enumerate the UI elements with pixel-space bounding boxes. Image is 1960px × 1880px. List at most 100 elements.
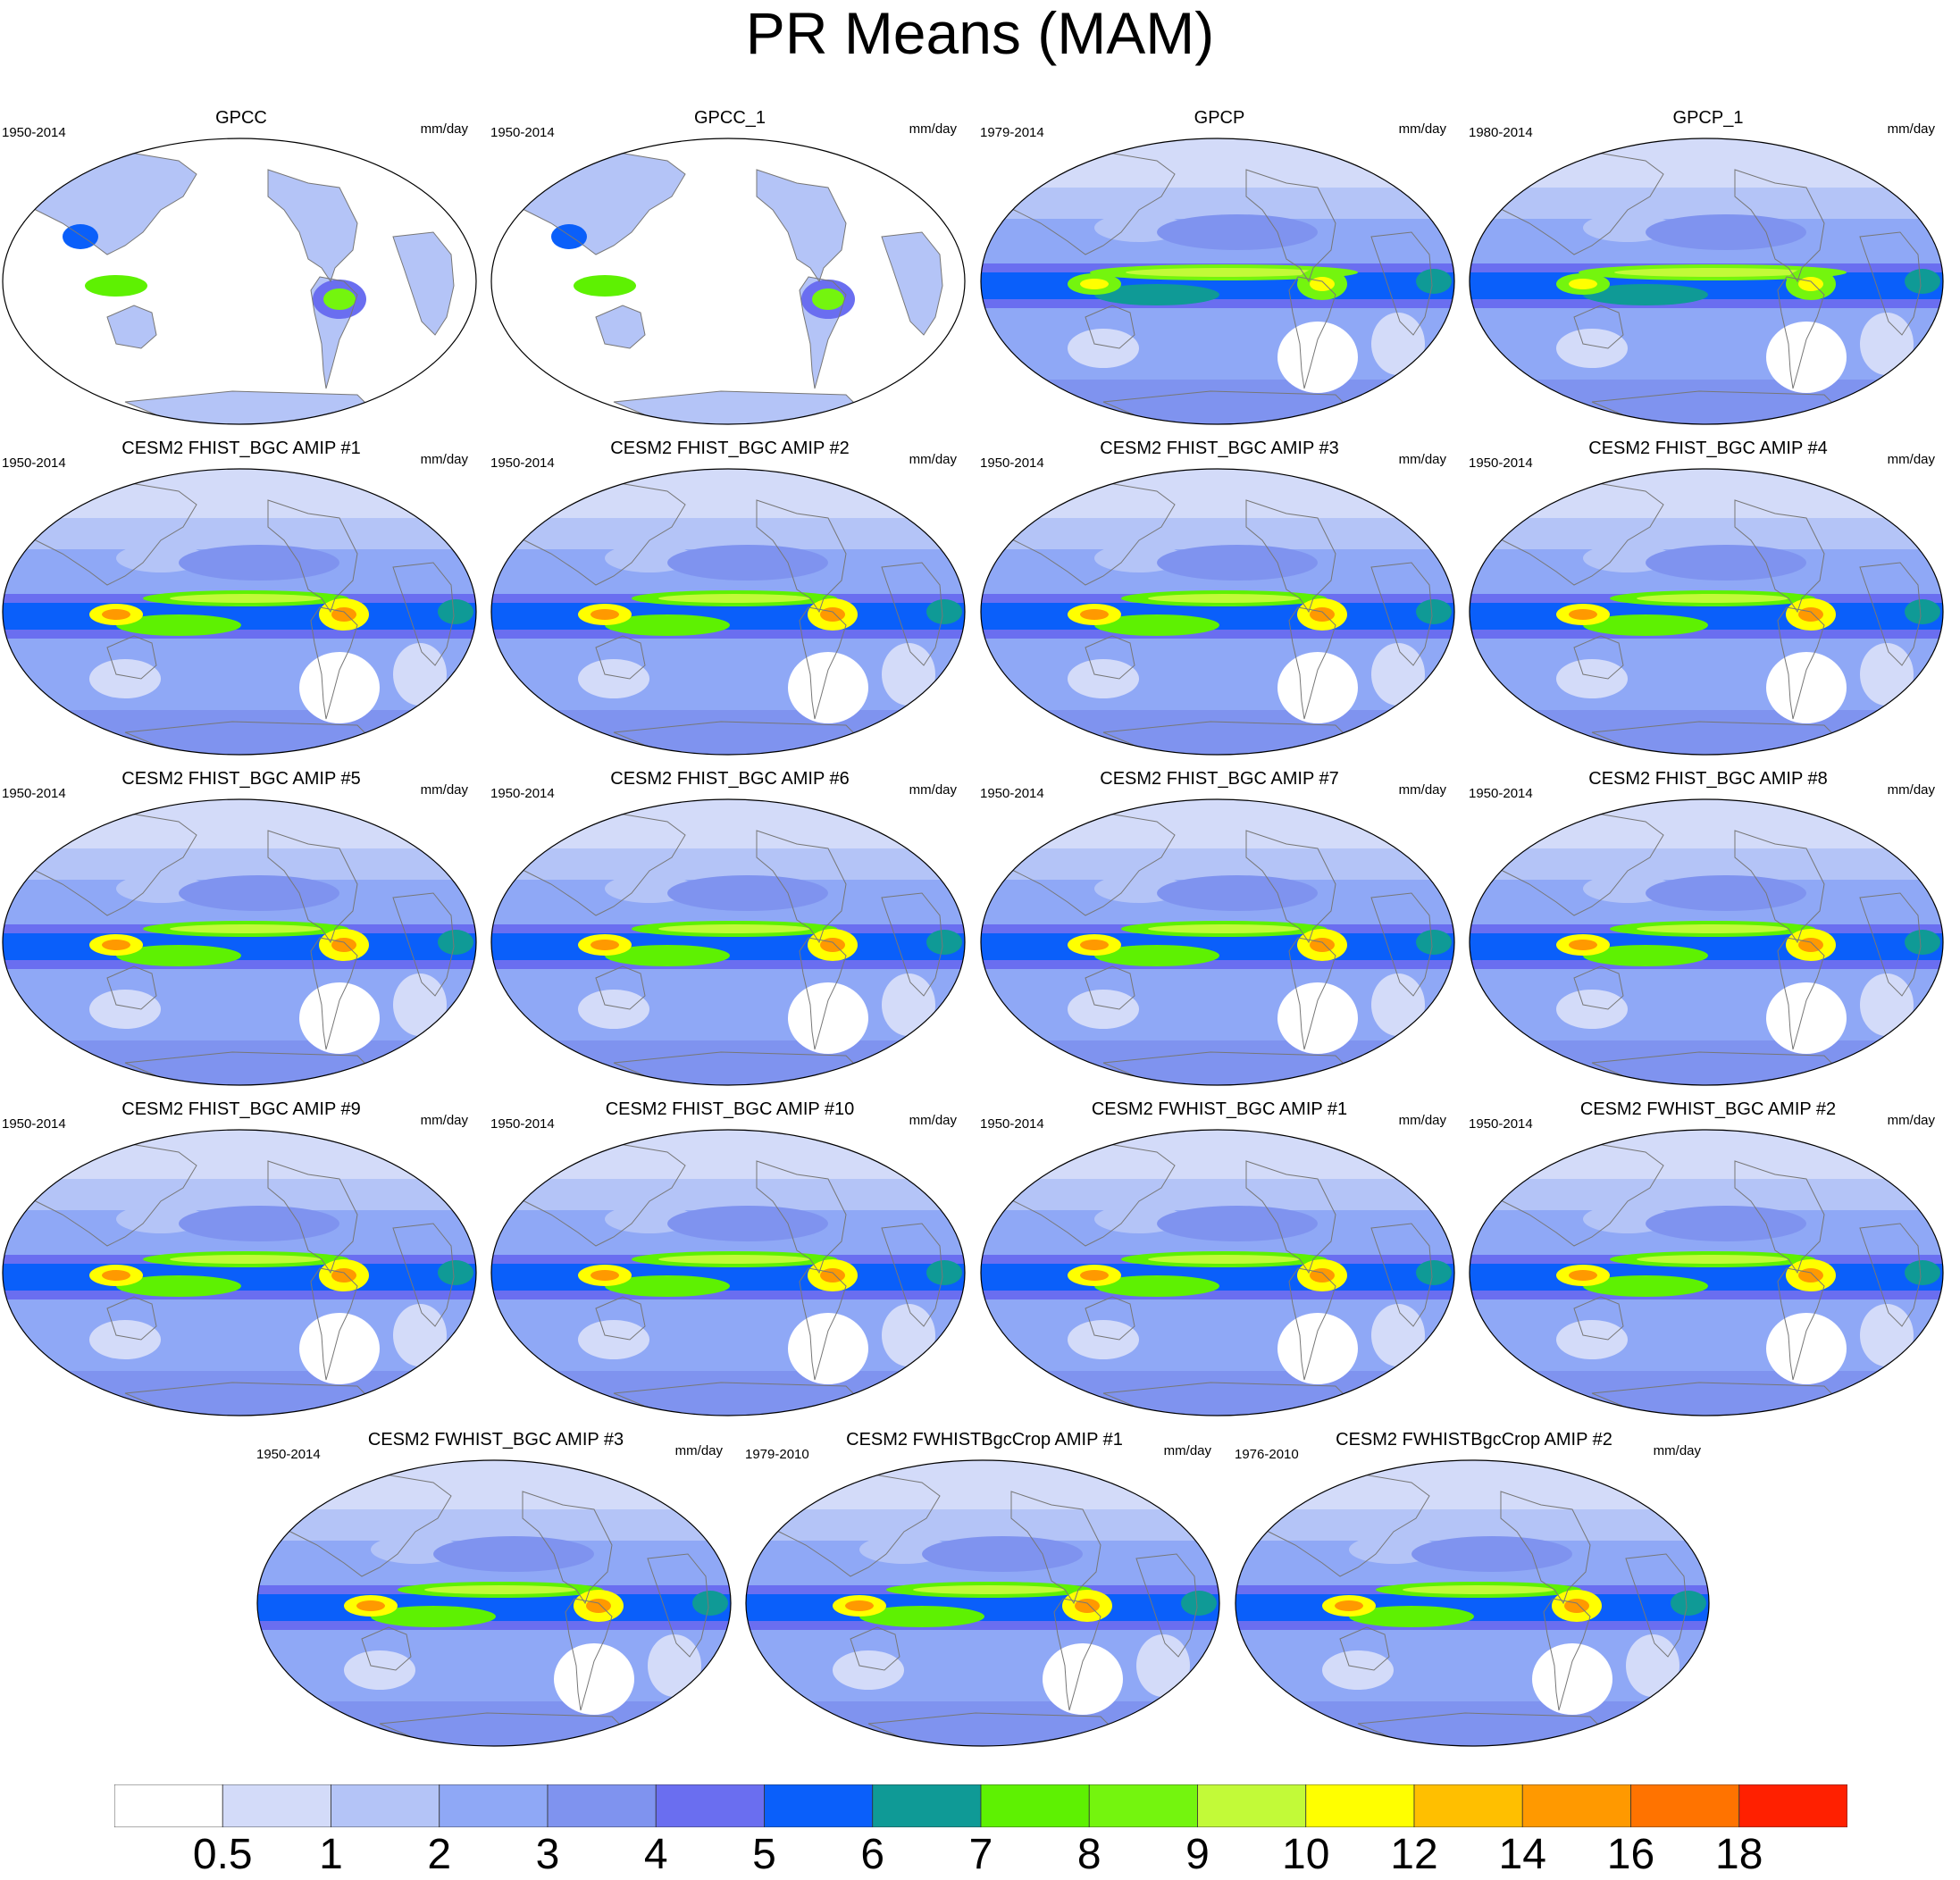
colorbar-swatch bbox=[439, 1784, 549, 1827]
panel-period: 1950-2014 bbox=[490, 786, 555, 801]
map-border bbox=[980, 468, 1455, 756]
amazon-peak bbox=[820, 607, 845, 622]
itcz-core bbox=[170, 594, 322, 603]
zonal-band bbox=[3, 710, 476, 755]
zonal-band bbox=[981, 710, 1454, 755]
dry-zone bbox=[1277, 982, 1358, 1054]
dry-zone bbox=[1068, 659, 1139, 698]
map-border bbox=[490, 798, 966, 1086]
itcz-core bbox=[424, 1585, 576, 1594]
map-panel: CESM2 FHIST_BGC AMIP #1 1950-2014 mm/day bbox=[0, 438, 482, 757]
dry-zone bbox=[882, 643, 935, 706]
zonal-band bbox=[1470, 848, 1943, 880]
dry-zone bbox=[1556, 329, 1628, 368]
map-border bbox=[980, 1129, 1455, 1416]
coastline bbox=[1859, 231, 1922, 336]
panel-period: 1950-2014 bbox=[490, 125, 555, 140]
colorbar-tick-label: 16 bbox=[1606, 1831, 1655, 1878]
maritime-continent-peak bbox=[102, 609, 130, 620]
map-plot bbox=[2, 468, 477, 756]
storm-track bbox=[1646, 545, 1806, 581]
colorbar-swatch bbox=[222, 1784, 331, 1827]
maritime-continent-peak bbox=[591, 1270, 619, 1281]
colorbar-tick-label: 2 bbox=[427, 1831, 452, 1878]
colorbar-tick-label: 7 bbox=[968, 1831, 993, 1878]
dry-zone bbox=[1860, 1304, 1914, 1366]
itcz-core bbox=[1403, 1585, 1554, 1594]
dry-zone bbox=[1766, 1313, 1847, 1384]
amazon-peak bbox=[1310, 1268, 1335, 1283]
coastline bbox=[522, 1491, 613, 1605]
panel-units: mm/day bbox=[420, 782, 468, 798]
colorbar-tick-label: 9 bbox=[1185, 1831, 1210, 1878]
coastline bbox=[501, 807, 686, 916]
africa-precip bbox=[438, 930, 473, 955]
dry-zone bbox=[1136, 1634, 1190, 1697]
colorbar-tick-label: 1 bbox=[319, 1831, 343, 1878]
africa-precip bbox=[1416, 599, 1452, 624]
coastline bbox=[267, 1468, 452, 1577]
dry-zone bbox=[1766, 982, 1847, 1054]
map-panel: CESM2 FHIST_BGC AMIP #2 1950-2014 mm/day bbox=[489, 438, 971, 757]
panel-title: CESM2 FWHISTBgcCrop AMIP #2 bbox=[1336, 1430, 1612, 1450]
panel-title: CESM2 FHIST_BGC AMIP #7 bbox=[1100, 769, 1339, 789]
map-plot bbox=[1469, 798, 1944, 1086]
coastline bbox=[1734, 169, 1825, 283]
panel-title: CESM2 FHIST_BGC AMIP #3 bbox=[1100, 439, 1339, 458]
map-plot bbox=[2, 1129, 477, 1416]
map-border bbox=[2, 798, 477, 1086]
coastline bbox=[310, 1267, 358, 1381]
itcz-core bbox=[1637, 594, 1788, 603]
coastline bbox=[756, 1468, 941, 1577]
map-border bbox=[1469, 1129, 1944, 1416]
map-panel: CESM2 FHIST_BGC AMIP #4 1950-2014 mm/day bbox=[1467, 438, 1949, 757]
dry-zone bbox=[89, 990, 161, 1029]
dry-zone bbox=[833, 1650, 904, 1690]
coastline bbox=[1245, 169, 1336, 283]
itcz-core bbox=[170, 924, 322, 933]
dry-zone bbox=[648, 1634, 701, 1697]
itcz-core bbox=[658, 924, 810, 933]
storm-track bbox=[1157, 214, 1318, 250]
map-panel: CESM2 FHIST_BGC AMIP #8 1950-2014 mm/day bbox=[1467, 768, 1949, 1088]
coastline bbox=[361, 1626, 412, 1671]
panel-period: 1950-2014 bbox=[2, 125, 66, 140]
dry-zone bbox=[1371, 313, 1425, 375]
amazon-peak bbox=[1798, 277, 1823, 291]
panel-title: CESM2 FHIST_BGC AMIP #8 bbox=[1588, 769, 1828, 789]
coastline bbox=[1734, 499, 1825, 614]
zonal-band bbox=[981, 380, 1454, 424]
coastline bbox=[1053, 1598, 1101, 1711]
itcz-core bbox=[1148, 1255, 1300, 1264]
zonal-band bbox=[257, 1509, 731, 1541]
storm-track bbox=[1646, 875, 1806, 911]
maritime-continent-peak bbox=[102, 1270, 130, 1281]
dry-zone bbox=[89, 659, 161, 698]
africa-precip bbox=[1905, 930, 1940, 955]
coastline bbox=[1479, 1138, 1664, 1247]
land-precip bbox=[757, 170, 846, 281]
storm-track bbox=[1157, 1206, 1318, 1241]
dry-zone bbox=[344, 1650, 415, 1690]
panel-units: mm/day bbox=[909, 121, 957, 137]
map-plot bbox=[745, 1459, 1220, 1747]
panel-title: GPCC_1 bbox=[693, 108, 766, 128]
panel-period: 1950-2014 bbox=[2, 786, 66, 801]
africa-precip bbox=[1416, 269, 1452, 294]
storm-track bbox=[922, 1536, 1083, 1572]
coastline bbox=[1245, 830, 1336, 944]
panel-title: CESM2 FWHIST_BGC AMIP #1 bbox=[1091, 1099, 1348, 1119]
panel-title: GPCP_1 bbox=[1672, 108, 1744, 128]
coastline bbox=[1573, 305, 1624, 349]
map-panel: GPCP_1 1980-2014 mm/day bbox=[1467, 107, 1949, 427]
coastline bbox=[106, 305, 157, 349]
amazon-peak bbox=[1798, 1268, 1823, 1283]
coastline bbox=[392, 231, 455, 336]
coastline bbox=[1288, 606, 1336, 720]
storm-track bbox=[1646, 214, 1806, 250]
maritime-continent-peak bbox=[1080, 279, 1109, 289]
panel-title: CESM2 FHIST_BGC AMIP #9 bbox=[121, 1099, 361, 1119]
panel-period: 1950-2014 bbox=[1469, 1116, 1533, 1132]
colorbar-tick-label: 3 bbox=[535, 1831, 560, 1878]
maritime-continent-peak bbox=[1080, 609, 1109, 620]
